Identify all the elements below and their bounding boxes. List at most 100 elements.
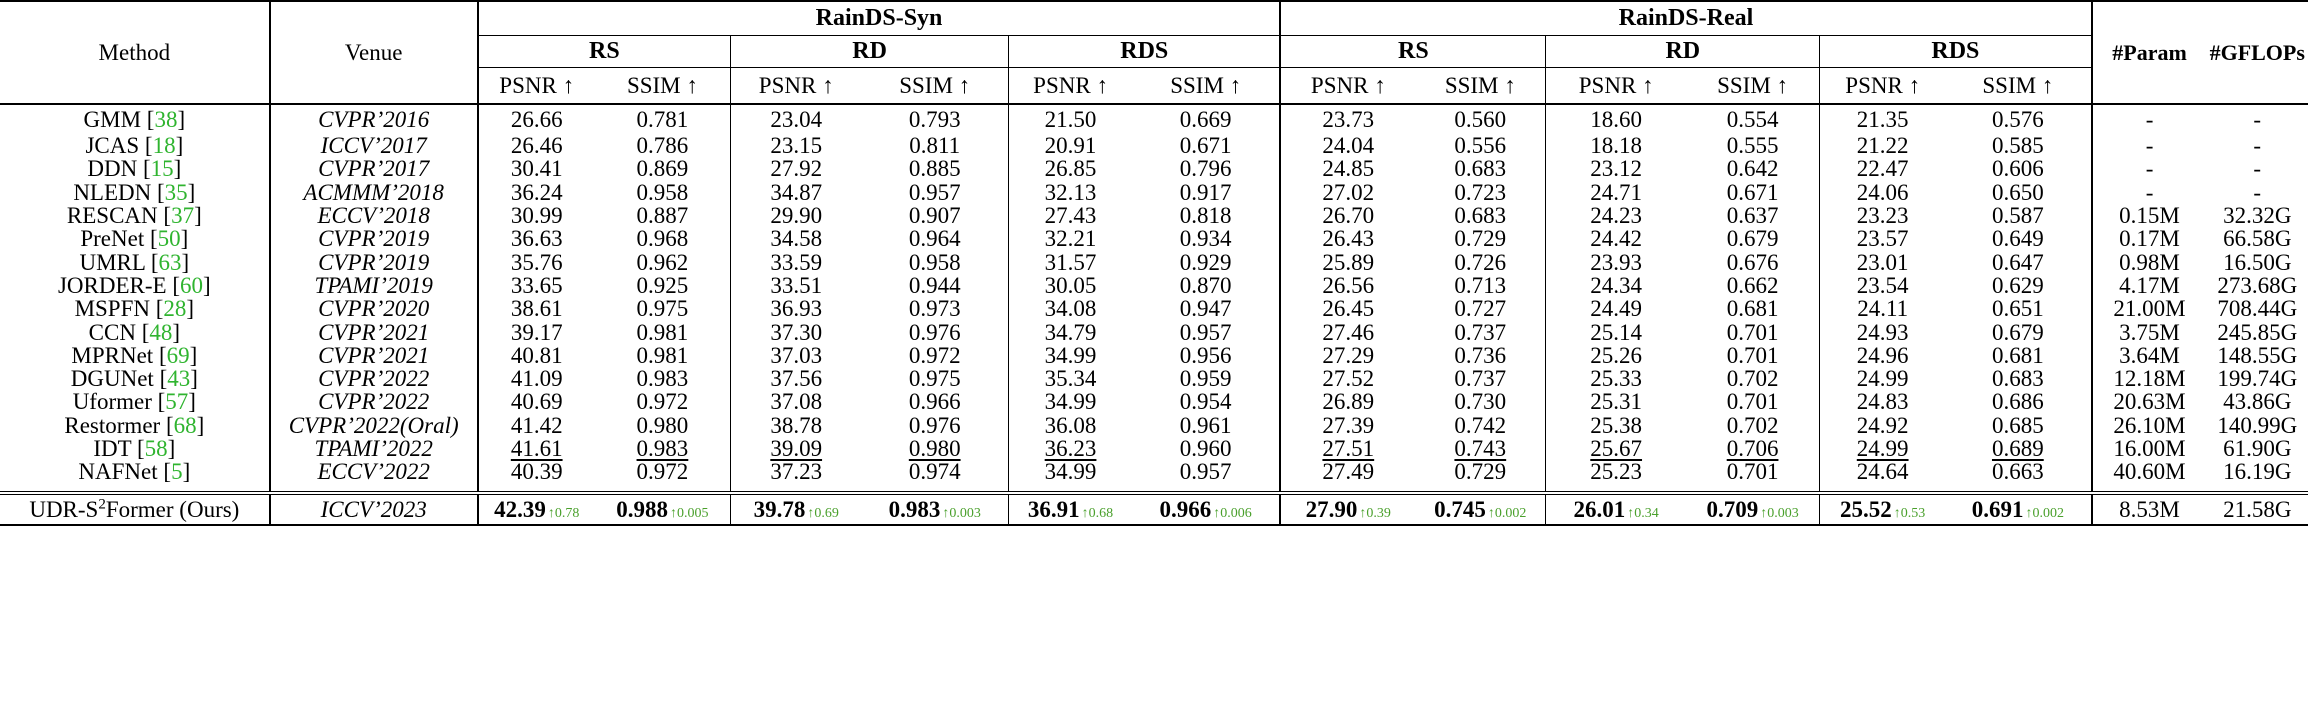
ssim-cell: 0.606 (1945, 157, 2091, 180)
metric-value: 32.21 (1044, 226, 1097, 252)
ssim-cell: 0.662 (1686, 274, 1820, 297)
metric-value: 0.781 (636, 107, 689, 132)
psnr-cell: 24.85 (1279, 157, 1416, 181)
psnr-cell: 35.34 (1008, 366, 1132, 391)
metric-value: 0.981 (636, 342, 689, 368)
psnr-cell: 18.60 (1545, 103, 1686, 134)
citation-link[interactable]: 57 (165, 389, 189, 415)
ssim-cell: 0.663 (1945, 460, 2091, 483)
psnr-cell: 26.45 (1279, 296, 1416, 322)
ssim-cell: 0.793 (861, 103, 1009, 134)
ours-metric-value: 0.709 (1706, 497, 1759, 523)
citation-link[interactable]: 5 (171, 459, 183, 485)
ssim-cell: 0.587 (1945, 204, 2091, 227)
metric-value: 0.957 (908, 179, 961, 205)
metric-value: 0.907 (908, 203, 961, 229)
psnr-cell: 24.83 (1819, 390, 1946, 414)
psnr-cell: 40.81 (476, 343, 595, 367)
metric-value: 0.737 (1454, 366, 1507, 392)
citation-link[interactable]: 18 (152, 133, 176, 159)
metric-value: 30.99 (510, 203, 563, 229)
psnr-cell: 34.08 (1008, 297, 1132, 321)
ssim-cell: 0.960 (1132, 437, 1280, 460)
ssim-cell: 0.934 (1132, 227, 1280, 250)
ssim-cell: 0.683 (1415, 204, 1546, 227)
metric-value: 0.961 (1179, 412, 1232, 438)
gflops-cell: 16.50G (2223, 249, 2292, 275)
psnr-cell: 21.35 (1819, 103, 1946, 134)
ours-venue-cell: ICCV’2023 (268, 491, 478, 527)
method-name: Uformer (72, 389, 152, 415)
metric-value: 26.89 (1322, 389, 1375, 415)
citation-link[interactable]: 69 (166, 342, 190, 368)
citation-link[interactable]: 58 (144, 436, 168, 461)
metric-value: 0.960 (1179, 436, 1232, 461)
metric-value: 27.49 (1322, 459, 1375, 485)
citation-link[interactable]: 28 (163, 296, 187, 322)
metric-value: 34.99 (1044, 342, 1097, 368)
citation-link[interactable]: 35 (164, 179, 188, 205)
psnr-cell: 24.96 (1819, 343, 1946, 367)
table-row: DDN [15] CVPR’2017 30.41 0.869 27.92 0.885 26.… (0, 156, 2308, 182)
psnr-cell: 30.41 (476, 156, 595, 182)
gflops-cell: 245.85G (2217, 319, 2298, 345)
psnr-cell: 37.03 (730, 343, 862, 367)
ours-psnr-cell: 36.91 ↑0.68 (1008, 491, 1132, 527)
psnr-cell: 25.67 (1545, 436, 1686, 461)
metric-value: 0.701 (1726, 342, 1779, 368)
metric-value: 0.885 (908, 156, 961, 182)
real-rd-header: RD (1545, 34, 1820, 67)
ssim-cell: 0.681 (1686, 297, 1820, 320)
psnr-cell: 23.01 (1819, 250, 1946, 274)
ssim-header: SSIM ↑ (1131, 66, 1281, 105)
psnr-cell: 24.34 (1545, 273, 1686, 298)
method-cell: UMRL [63] (79, 249, 190, 275)
metric-value: 30.41 (510, 156, 563, 182)
metric-value: 0.954 (1179, 389, 1232, 415)
citation-link[interactable]: 38 (154, 107, 178, 132)
method-name: NAFNet (78, 459, 158, 485)
metric-value: 24.99 (1856, 366, 1909, 392)
psnr-cell: 34.58 (730, 227, 862, 251)
venue-cell: CVPR’2019 (268, 250, 478, 274)
psnr-cell: 23.04 (730, 103, 862, 134)
citation-link[interactable]: 48 (149, 319, 173, 345)
psnr-cell: 37.56 (730, 366, 862, 391)
citation-link[interactable]: 37 (171, 203, 195, 229)
ssim-cell: 0.683 (1415, 157, 1546, 180)
metric-value: 0.702 (1726, 412, 1779, 438)
ssim-cell: 0.726 (1415, 250, 1546, 274)
ssim-cell: 0.679 (1945, 320, 2091, 344)
citation-link[interactable]: 60 (180, 272, 204, 298)
psnr-cell: 24.92 (1819, 413, 1946, 437)
param-cell: - (2090, 103, 2207, 134)
ours-row: UDR-S2Former (Ours) ICCV’2023 42.39 ↑0.78 0.… (0, 491, 2308, 527)
citation-link[interactable]: 68 (173, 412, 197, 438)
psnr-cell: 34.99 (1008, 390, 1132, 414)
table-row: Restormer [68] CVPR’2022(Oral) 41.42 0.980 3… (0, 414, 2308, 437)
ssim-cell: 0.981 (595, 320, 731, 344)
ssim-header: SSIM ↑ (1415, 66, 1546, 105)
table-row: Uformer [57] CVPR’2022 40.69 0.972 37.08 0.96… (0, 389, 2308, 415)
metric-value: 0.917 (1179, 179, 1232, 205)
ssim-cell: 0.681 (1945, 344, 2091, 367)
metric-value: 0.796 (1179, 156, 1232, 182)
metric-value: 33.51 (770, 272, 823, 298)
citation-link[interactable]: 43 (167, 366, 191, 392)
ours-name-prefix: UDR-S (29, 497, 99, 523)
ssim-cell: 0.983 (595, 437, 731, 460)
citation-link[interactable]: 15 (150, 156, 174, 182)
psnr-cell: 33.65 (476, 273, 595, 298)
citation-link[interactable]: 63 (158, 249, 182, 275)
metric-value: 0.662 (1726, 272, 1779, 298)
psnr-header: PSNR ↑ (1819, 66, 1946, 105)
metric-value: 26.45 (1322, 296, 1375, 322)
gain-value: ↑0.002 (2025, 506, 2064, 522)
venue-cell: CVPR’2022(Oral) (268, 414, 478, 437)
citation-link[interactable]: 50 (157, 226, 181, 252)
ssim-cell: 0.957 (861, 181, 1008, 204)
metric-value: 0.685 (1991, 412, 2044, 438)
metric-value: 27.51 (1322, 436, 1375, 461)
ssim-cell: 0.706 (1686, 437, 1820, 460)
ssim-cell: 0.686 (1945, 390, 2091, 413)
